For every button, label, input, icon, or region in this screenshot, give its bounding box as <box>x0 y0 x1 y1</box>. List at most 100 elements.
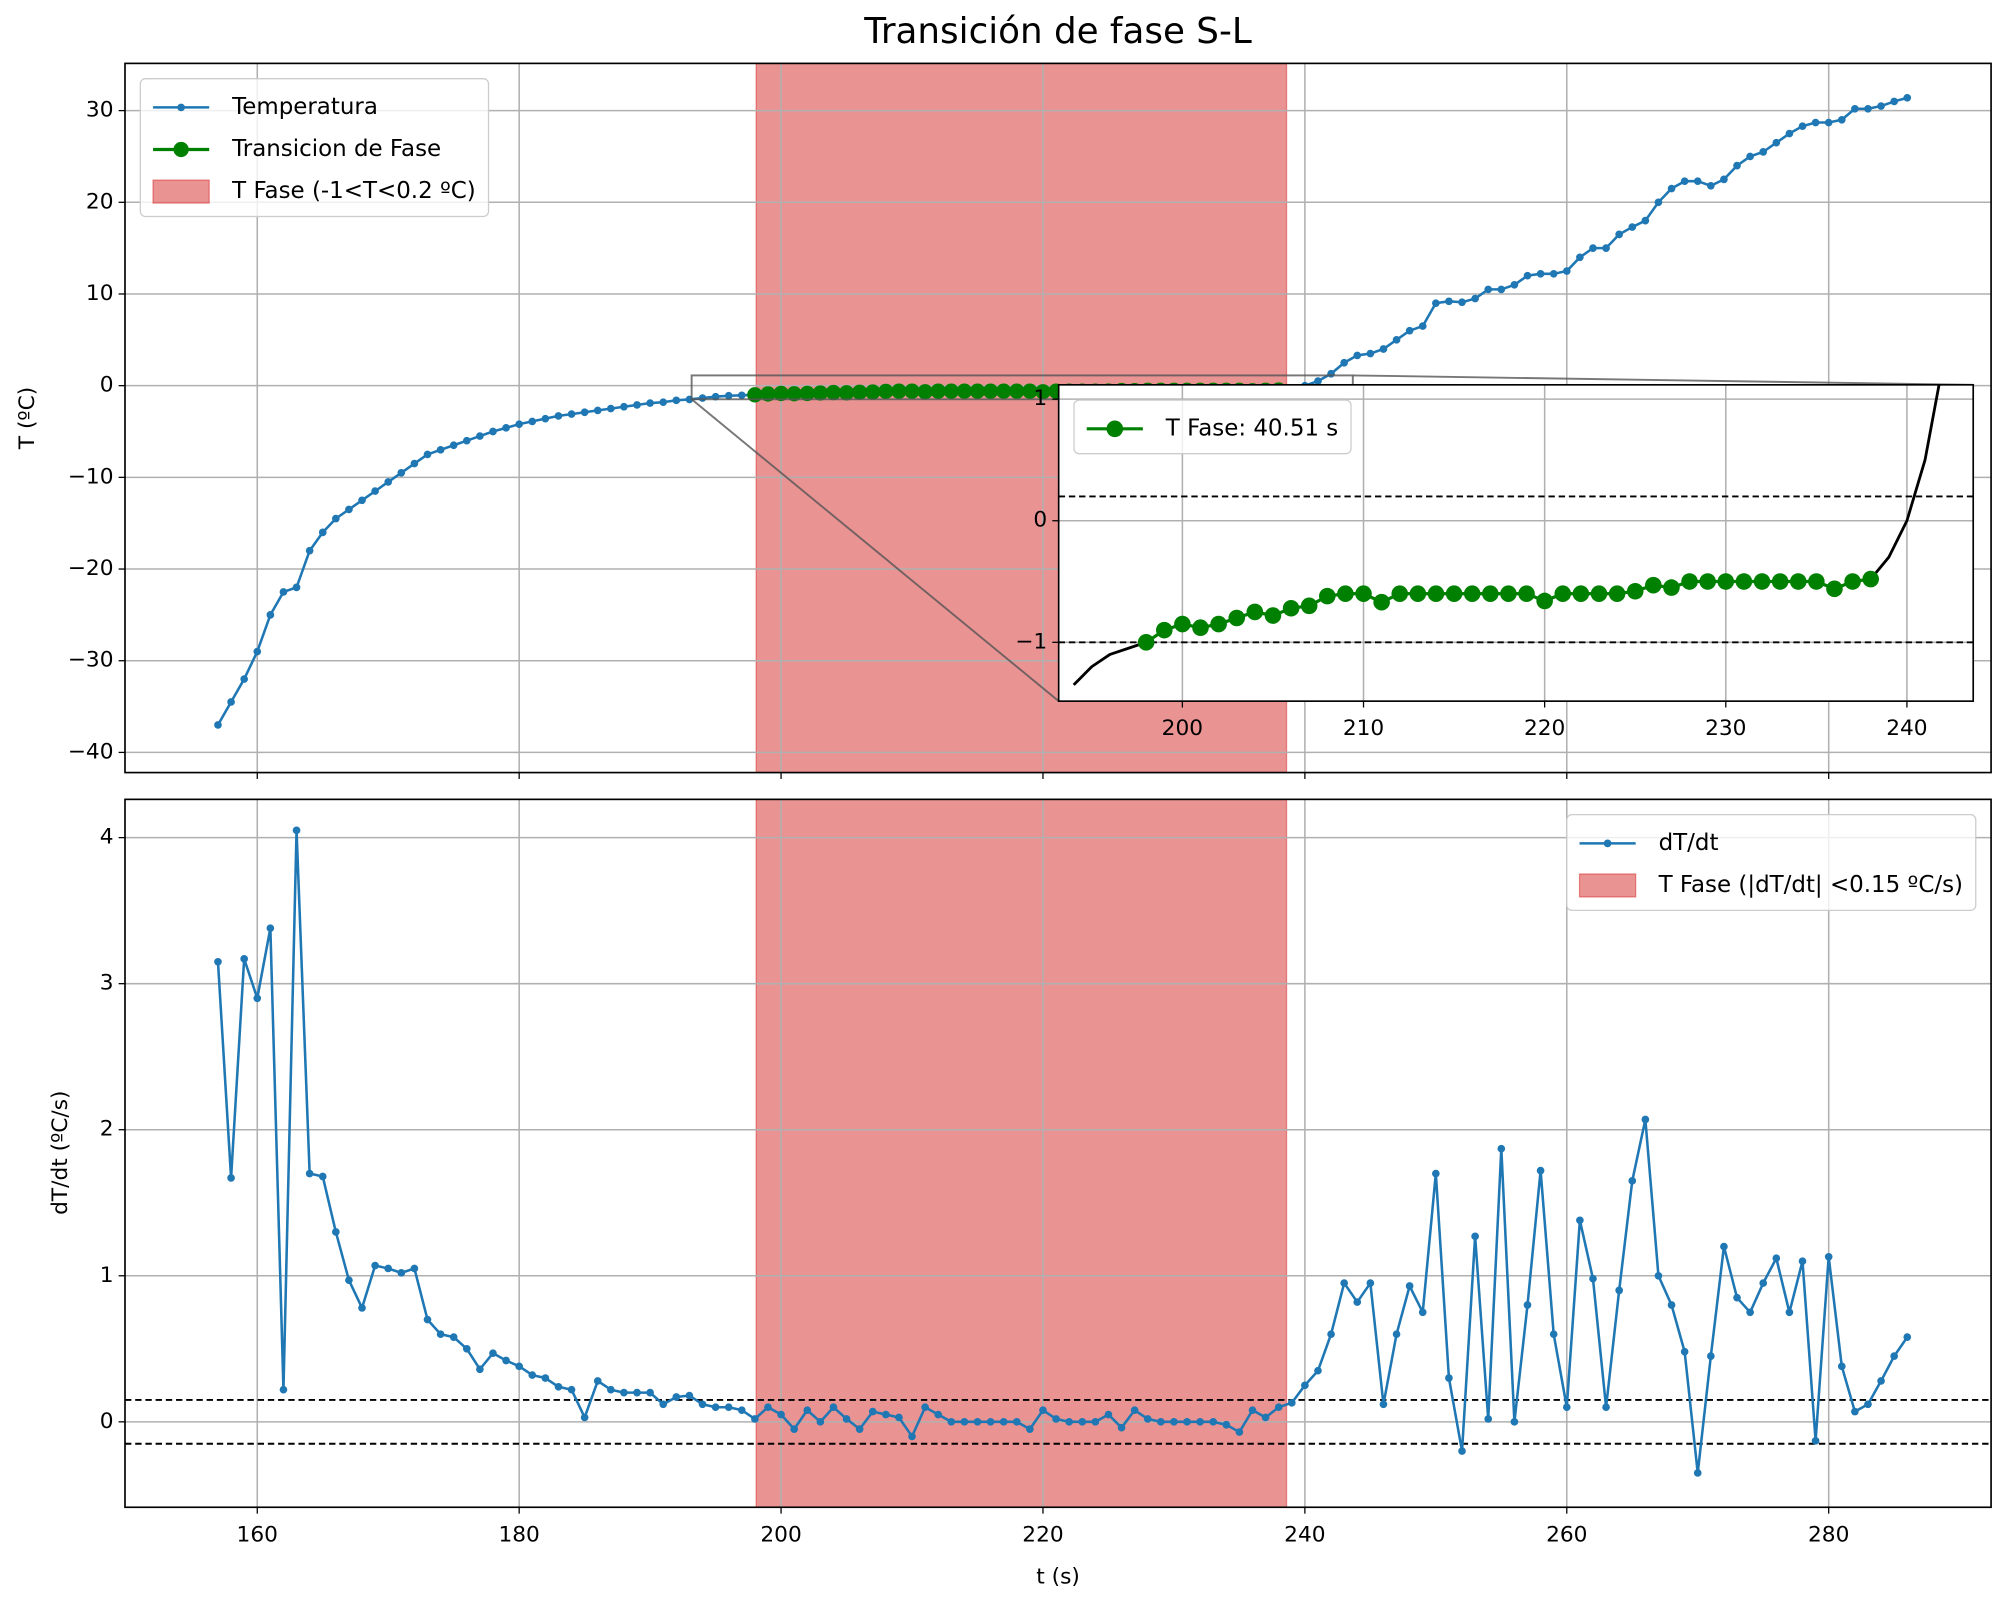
data-point <box>1536 592 1553 610</box>
data-point <box>1445 297 1453 306</box>
legend-patch <box>1578 873 1637 898</box>
x-axis-label: t (s) <box>1036 1564 1080 1589</box>
data-point <box>214 721 222 729</box>
phase-span <box>755 799 1288 1508</box>
data-point <box>1379 1400 1388 1409</box>
data-point <box>436 1330 445 1339</box>
data-point <box>345 1276 353 1284</box>
data-point <box>1432 299 1440 307</box>
data-point <box>1379 345 1388 353</box>
data-point <box>1628 223 1637 231</box>
data-point <box>1862 570 1879 588</box>
data-point <box>982 383 999 399</box>
x-tick-label: 200 <box>1162 716 1203 741</box>
data-point <box>1844 573 1861 590</box>
data-point <box>1693 177 1702 186</box>
y-axis-label: T (ºC) <box>15 387 40 450</box>
data-point <box>1235 1428 1244 1436</box>
data-point <box>1536 269 1545 278</box>
data-point <box>240 955 248 963</box>
data-point <box>646 1388 654 1397</box>
data-point <box>633 401 641 409</box>
data-point <box>1340 358 1348 367</box>
data-point <box>917 384 933 400</box>
data-point <box>397 1269 406 1277</box>
data-point <box>1746 152 1754 161</box>
data-point <box>1523 271 1532 280</box>
data-point <box>1039 1406 1047 1414</box>
data-point <box>1392 335 1401 344</box>
data-point <box>1052 1415 1060 1423</box>
data-point <box>476 1365 484 1374</box>
data-point <box>1789 573 1807 590</box>
data-point <box>449 1333 458 1341</box>
x-tick-label: 210 <box>1343 716 1384 741</box>
data-point <box>371 487 379 495</box>
data-point <box>842 1415 851 1423</box>
data-point <box>1628 1177 1637 1185</box>
data-point <box>1484 285 1493 294</box>
data-point <box>751 1415 759 1423</box>
data-point <box>1392 1330 1401 1339</box>
data-point <box>737 391 746 400</box>
data-point <box>1327 1330 1335 1339</box>
data-point <box>1772 1254 1781 1263</box>
data-point <box>1602 1403 1610 1412</box>
data-point <box>904 383 920 399</box>
data-point <box>1409 585 1427 602</box>
data-point <box>253 647 262 656</box>
data-point <box>292 583 301 592</box>
data-point <box>1301 1381 1309 1390</box>
data-point <box>580 408 589 417</box>
data-point <box>305 1169 314 1178</box>
x-tick-label: 200 <box>760 1522 801 1547</box>
data-point <box>1353 351 1362 360</box>
data-point <box>1681 573 1698 590</box>
data-point <box>1418 322 1427 330</box>
data-point <box>799 385 815 402</box>
data-point <box>554 1382 563 1391</box>
data-point <box>489 427 497 436</box>
data-point <box>1771 573 1789 590</box>
x-tick-label: 240 <box>1886 716 1927 741</box>
data-point <box>384 1264 393 1273</box>
data-point <box>476 432 484 440</box>
data-point <box>410 459 419 468</box>
data-point <box>462 436 471 445</box>
data-point <box>1192 619 1209 637</box>
x-tick-label: 280 <box>1808 1522 1849 1547</box>
data-point <box>1366 1279 1375 1287</box>
data-point <box>1022 383 1038 399</box>
data-point <box>1314 377 1322 385</box>
data-point <box>502 424 510 432</box>
data-point <box>227 1174 235 1182</box>
legend-label: T Fase (-1<T<0.2 ºC) <box>231 178 476 204</box>
data-point <box>956 383 973 399</box>
data-point <box>816 1418 825 1426</box>
data-point <box>891 383 907 399</box>
data-point <box>462 1344 471 1353</box>
data-point <box>1500 585 1517 602</box>
data-point <box>672 396 681 405</box>
data-point <box>1576 1216 1584 1225</box>
data-point <box>786 386 802 402</box>
data-point <box>1615 1286 1623 1295</box>
data-point <box>1143 1415 1152 1423</box>
legend-box <box>139 78 490 218</box>
data-point <box>1458 1447 1466 1455</box>
data-point <box>1667 184 1676 193</box>
data-point <box>423 450 432 459</box>
data-point <box>1785 1308 1794 1317</box>
data-point <box>1572 585 1590 602</box>
data-point <box>1864 1400 1872 1409</box>
data-point <box>1562 1403 1571 1412</box>
data-point <box>1536 1166 1545 1175</box>
data-point <box>1518 585 1535 602</box>
data-point <box>1482 585 1499 602</box>
data-point <box>711 1403 720 1412</box>
data-point <box>1877 1377 1885 1385</box>
data-point <box>240 675 248 683</box>
data-point <box>1210 615 1227 633</box>
data-point <box>1735 573 1753 590</box>
